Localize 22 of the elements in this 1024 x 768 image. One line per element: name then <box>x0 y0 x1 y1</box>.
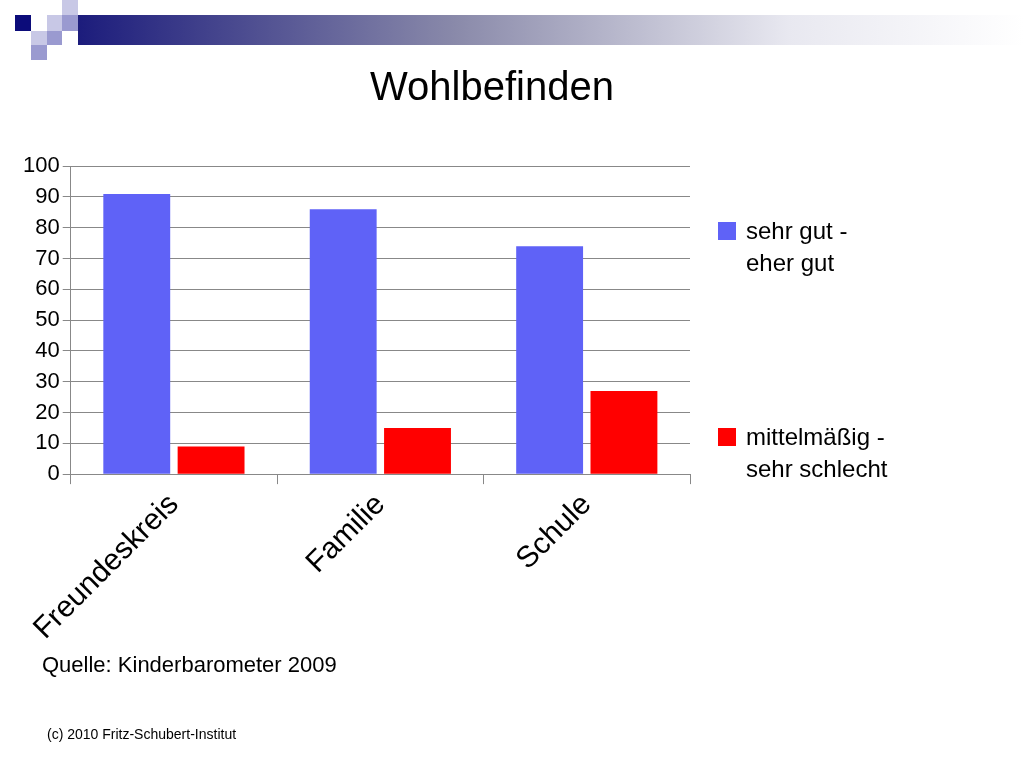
bar <box>103 193 171 474</box>
text: (c) 2010 Fritz-Schubert-Institut <box>47 726 237 742</box>
bar <box>309 209 377 474</box>
y-tick-label: 0 <box>47 460 60 486</box>
y-tick-label: 10 <box>35 429 60 455</box>
legend-label: mittelmäßig - sehr schlecht <box>746 422 889 484</box>
y-tick-label: 80 <box>35 213 60 239</box>
y-tick-label: 100 <box>22 152 60 178</box>
y-tick-label: 60 <box>35 275 60 301</box>
y-tick-label: 20 <box>35 398 60 424</box>
legend-label: sehr gut - eher gut <box>746 216 849 278</box>
bar <box>384 427 451 474</box>
source-note: Quelle: Kinderbarometer 2009 <box>42 652 337 678</box>
bar <box>590 391 658 474</box>
y-tick-label: 70 <box>35 244 60 270</box>
bar <box>177 446 245 474</box>
y-tick-label: 90 <box>35 183 60 209</box>
y-tick-label: 50 <box>35 306 60 332</box>
y-tick-label: 40 <box>35 337 60 363</box>
chart-title: Wohlbefinden <box>369 63 615 110</box>
y-tick-label: 30 <box>35 367 60 393</box>
bar <box>516 246 584 474</box>
